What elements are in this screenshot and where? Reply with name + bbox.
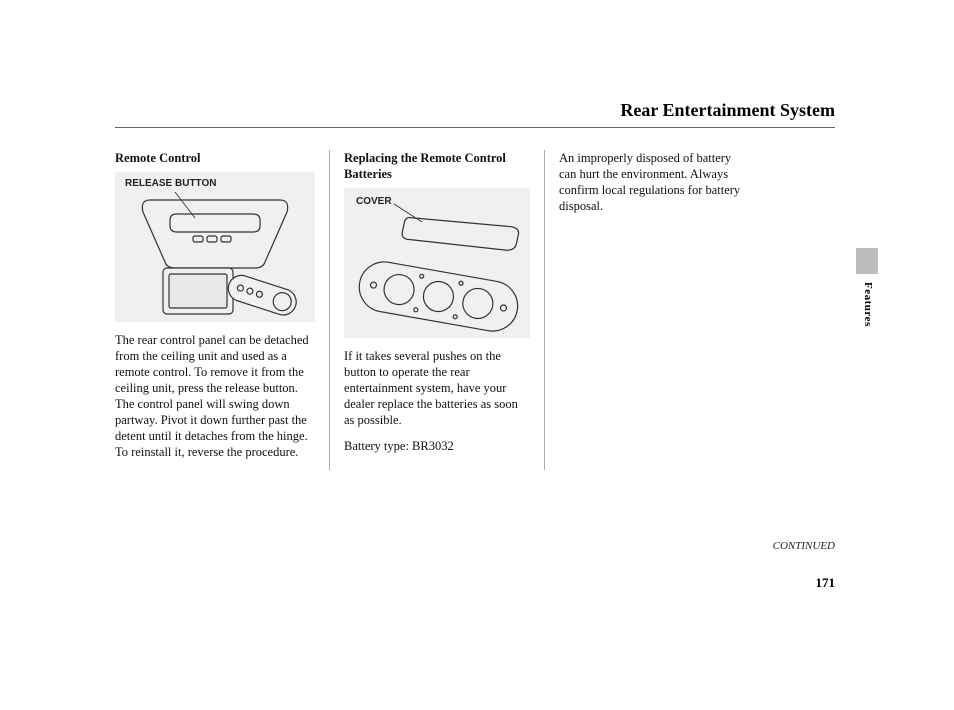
- section-tab-label: Features: [862, 282, 874, 327]
- body-disposal: An improperly disposed of battery can hu…: [559, 150, 750, 214]
- page-title: Rear Entertainment System: [115, 100, 835, 128]
- section-tab-marker: [856, 248, 878, 274]
- heading-batteries: Replacing the Remote Control Batteries: [344, 150, 530, 182]
- figure-batteries: COVER: [344, 188, 530, 338]
- heading-remote-control: Remote Control: [115, 150, 315, 166]
- column-remote-control: Remote Control RELEASE BUTTON: [115, 150, 330, 470]
- continued-indicator: CONTINUED: [773, 540, 835, 552]
- battery-cover-illustration-icon: [344, 188, 544, 338]
- manual-page: Rear Entertainment System Remote Control…: [115, 100, 835, 470]
- body-batteries-1: If it takes several pushes on the button…: [344, 348, 530, 428]
- ceiling-unit-illustration-icon: [115, 172, 315, 322]
- page-number: 171: [816, 575, 836, 591]
- body-batteries-2: Battery type: BR3032: [344, 438, 530, 454]
- column-batteries: Replacing the Remote Control Batteries C…: [330, 150, 545, 470]
- column-container: Remote Control RELEASE BUTTON: [115, 150, 835, 470]
- column-disposal: An improperly disposed of battery can hu…: [545, 150, 760, 470]
- body-remote-control: The rear control panel can be detached f…: [115, 332, 315, 460]
- figure-remote-control: RELEASE BUTTON: [115, 172, 315, 322]
- label-release-button: RELEASE BUTTON: [125, 178, 217, 191]
- label-cover: COVER: [356, 196, 392, 209]
